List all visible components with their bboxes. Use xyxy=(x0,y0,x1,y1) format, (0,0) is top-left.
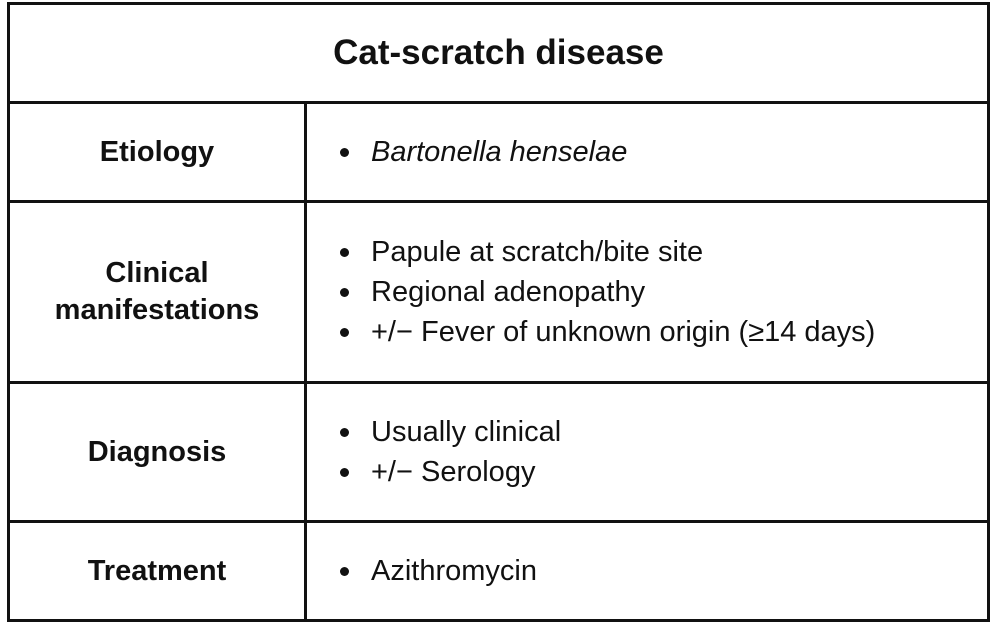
row-label-text: Diagnosis xyxy=(87,435,227,468)
bullet-list: Azithromycin xyxy=(335,551,537,591)
list-item: Bartonella henselae xyxy=(335,132,627,172)
row-label-text: Etiology xyxy=(99,135,215,168)
row-label-text: Clinical manifestations xyxy=(55,255,260,329)
table-title: Cat-scratch disease xyxy=(10,5,987,104)
list-item: Azithromycin xyxy=(335,551,537,591)
row-content-treatment: Azithromycin xyxy=(307,523,987,619)
bullet-list: Bartonella henselae xyxy=(335,132,627,172)
list-item: +/− Fever of unknown origin (≥14 days) xyxy=(335,312,875,352)
list-item: +/− Serology xyxy=(335,452,561,492)
disease-table: Cat-scratch disease Etiology Bartonella … xyxy=(7,2,990,622)
bullet-list: Papule at scratch/bite site Regional ade… xyxy=(335,232,875,352)
row-label-clinical-manifestations: Clinical manifestations xyxy=(10,203,307,384)
row-content-clinical-manifestations: Papule at scratch/bite site Regional ade… xyxy=(307,203,987,384)
list-item: Papule at scratch/bite site xyxy=(335,232,875,272)
row-label-diagnosis: Diagnosis xyxy=(10,384,307,523)
row-content-diagnosis: Usually clinical +/− Serology xyxy=(307,384,987,523)
row-label-line: manifestations xyxy=(54,294,260,326)
row-label-treatment: Treatment xyxy=(10,523,307,619)
row-content-etiology: Bartonella henselae xyxy=(307,104,987,203)
list-item: Usually clinical xyxy=(335,412,561,452)
bullet-list: Usually clinical +/− Serology xyxy=(335,412,561,492)
row-label-line: Clinical xyxy=(105,257,209,289)
row-label-text: Treatment xyxy=(87,554,227,587)
row-label-etiology: Etiology xyxy=(10,104,307,203)
list-item: Regional adenopathy xyxy=(335,272,875,312)
